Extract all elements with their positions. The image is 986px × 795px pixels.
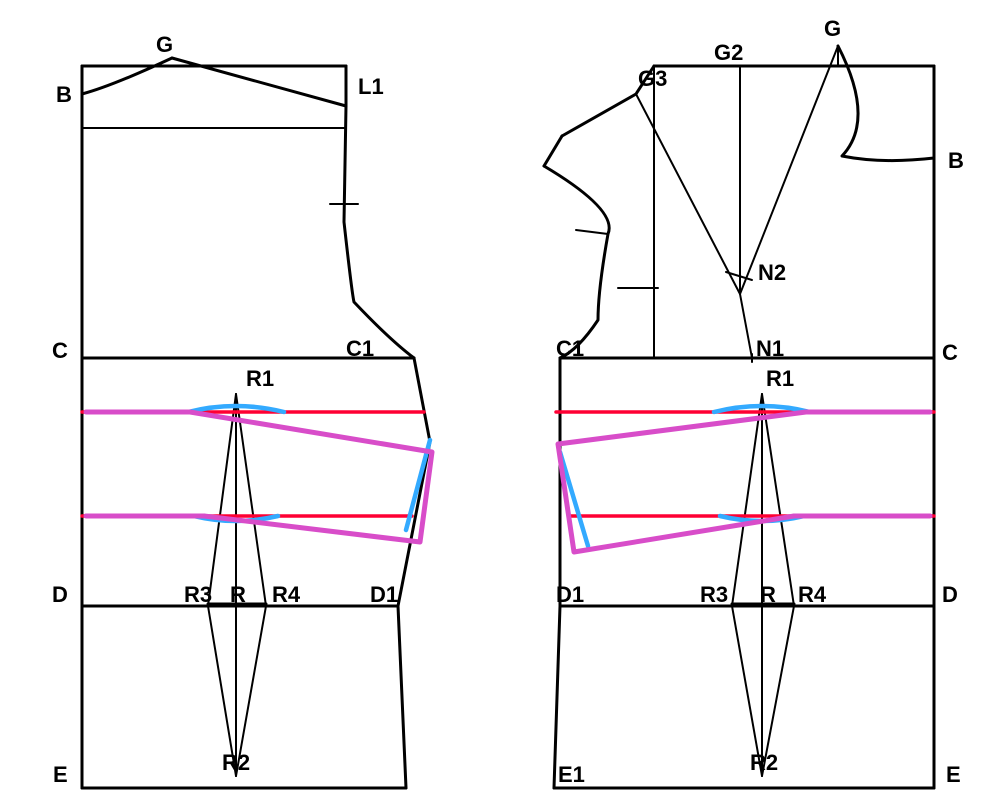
front-shoulder-b xyxy=(544,136,562,166)
back-side-upper xyxy=(398,358,430,606)
back-side-lower xyxy=(398,606,406,788)
front-side-lower xyxy=(554,606,560,788)
label-right-B: B xyxy=(948,148,964,173)
label-right-E1: E1 xyxy=(558,762,585,787)
label-right-G2: G2 xyxy=(714,40,743,65)
back-armhole xyxy=(344,106,414,358)
label-right-N1: N1 xyxy=(756,336,784,361)
front-armhole xyxy=(544,166,609,358)
front-shoulder-a xyxy=(562,94,636,136)
label-right-N2: N2 xyxy=(758,260,786,285)
label-left-R: R xyxy=(230,582,246,607)
pattern-diagram: B G L1 C C1 R1 D D1 R3 R R4 R2 E G G2 G3 B N2 C C1 N1 R1 D D1 R3… xyxy=(0,0,986,795)
label-left-E: E xyxy=(53,762,68,787)
label-right-C: C xyxy=(942,340,958,365)
front-sdart-a xyxy=(636,94,740,294)
front-sdart-c xyxy=(740,46,838,294)
label-left-R1: R1 xyxy=(246,366,274,391)
label-right-C1: C1 xyxy=(556,336,584,361)
label-right-G: G xyxy=(824,16,841,41)
label-right-R4: R4 xyxy=(798,582,827,607)
label-right-R3: R3 xyxy=(700,582,728,607)
label-right-D1: D1 xyxy=(556,582,584,607)
front-n2-n1 xyxy=(740,294,752,358)
label-left-R4: R4 xyxy=(272,582,301,607)
label-right-D: D xyxy=(942,582,958,607)
front-neck xyxy=(838,46,934,161)
label-left-D1: D1 xyxy=(370,582,398,607)
label-right-E: E xyxy=(946,762,961,787)
label-left-R2: R2 xyxy=(222,750,250,775)
front-dart-l1 xyxy=(732,394,762,606)
front-dart-l2 xyxy=(762,394,794,606)
back-neck xyxy=(82,58,172,94)
label-left-C: C xyxy=(52,338,68,363)
label-left-R3: R3 xyxy=(184,582,212,607)
back-dart-l1 xyxy=(208,394,236,606)
label-left-D: D xyxy=(52,582,68,607)
label-left-B: B xyxy=(56,82,72,107)
label-left-C1: C1 xyxy=(346,336,374,361)
label-right-G3: G3 xyxy=(638,66,667,91)
label-right-R2: R2 xyxy=(750,750,778,775)
label-left-L1: L1 xyxy=(358,74,384,99)
label-left-G: G xyxy=(156,32,173,57)
front-notch xyxy=(576,230,608,234)
label-right-R1: R1 xyxy=(766,366,794,391)
label-right-R: R xyxy=(760,582,776,607)
